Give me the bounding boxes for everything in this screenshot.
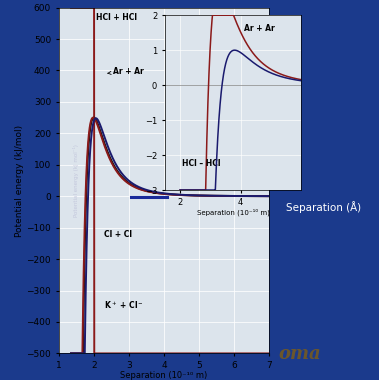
X-axis label: Separation (10⁻¹⁰ m): Separation (10⁻¹⁰ m): [197, 208, 269, 215]
Text: Ar + Ar: Ar + Ar: [108, 66, 144, 76]
Text: Potential energy (kJ mol⁻¹): Potential energy (kJ mol⁻¹): [73, 144, 79, 217]
Text: Separation (Å): Separation (Å): [287, 201, 362, 213]
Text: HCl + HCl: HCl + HCl: [96, 13, 136, 22]
Text: oma: oma: [279, 345, 321, 363]
X-axis label: Separation (10⁻¹⁰ m): Separation (10⁻¹⁰ m): [120, 371, 208, 380]
Text: HCl – HCl: HCl – HCl: [182, 158, 220, 168]
Text: K$^+$ + Cl$^-$: K$^+$ + Cl$^-$: [104, 300, 144, 311]
Y-axis label: Potential energy (kJ/mol): Potential energy (kJ/mol): [14, 124, 23, 237]
Text: Cl + Cl: Cl + Cl: [104, 230, 132, 239]
Text: Ar + Ar: Ar + Ar: [244, 24, 274, 33]
